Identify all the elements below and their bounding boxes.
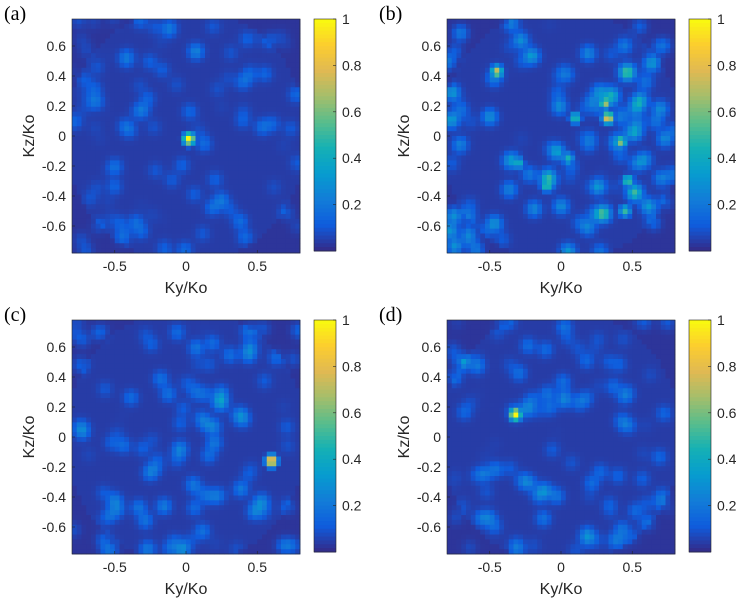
colorbar-tick-label: 0.6 <box>342 405 362 421</box>
colorbar-tick-label: 0.8 <box>717 57 737 73</box>
colorbar-tick-label: 1 <box>342 11 350 27</box>
x-tick-label: -0.5 <box>103 559 127 575</box>
y-tick-label: 0.4 <box>47 68 67 84</box>
heatmap-svg: -0.5 0 0.5 0.6 0.4 0.2 0 -0.2 -0.4 -0.6 Ky/Ko Kz/Ko… <box>379 304 737 598</box>
colorbar: 1 0.8 0.6 0.4 0.2 <box>688 11 737 252</box>
heatmap-cells <box>447 19 676 254</box>
x-axis-label: Ky/Ko <box>165 280 208 297</box>
x-tick-label: 0.5 <box>248 559 268 575</box>
x-tick-label: 0.5 <box>623 559 643 575</box>
y-tick-label: 0.6 <box>422 339 442 355</box>
x-tick-label: 0.5 <box>248 258 268 274</box>
heatmap-cells <box>72 320 301 555</box>
colorbar-tick-label: 1 <box>342 312 350 328</box>
y-tick-label: -0.6 <box>417 218 441 234</box>
colorbar-tick-label: 0.4 <box>342 451 362 467</box>
colorbar-tick-label: 0.2 <box>342 498 362 514</box>
colorbar-tick-label: 0.6 <box>717 405 737 421</box>
y-tick-label: 0 <box>58 128 66 144</box>
panel-label: (a) <box>4 3 26 25</box>
y-tick-label: 0 <box>58 429 66 445</box>
x-axis-label: Ky/Ko <box>165 581 208 598</box>
heatmap-cells <box>72 19 301 254</box>
colorbar-tick-label: 1 <box>717 312 725 328</box>
x-tick-label: 0.5 <box>623 258 643 274</box>
heatmap-svg: -0.5 0 0.5 0.6 0.4 0.2 0 -0.2 -0.4 -0.6 Ky/Ko Kz/Ko… <box>4 3 362 297</box>
colorbar-tick-label: 0.2 <box>717 197 737 213</box>
y-tick-label: -0.2 <box>417 158 441 174</box>
heatmap-svg: -0.5 0 0.5 0.6 0.4 0.2 0 -0.2 -0.4 -0.6 Ky/Ko Kz/Ko… <box>4 304 362 598</box>
colorbar-tick-label: 0.6 <box>342 104 362 120</box>
x-axis-label: Ky/Ko <box>540 280 583 297</box>
colorbar-tick-label: 0.8 <box>342 57 362 73</box>
panel-a: -0.5 0 0.5 0.6 0.4 0.2 0 -0.2 -0.4 -0.6 Ky/Ko Kz/Ko… <box>0 0 374 301</box>
y-axis-label: Kz/Ko <box>21 416 38 459</box>
x-tick-label: 0 <box>182 559 190 575</box>
y-tick-label: 0.4 <box>47 369 67 385</box>
panel-label: (d) <box>379 304 402 326</box>
y-tick-label: 0.6 <box>47 339 67 355</box>
x-tick-label: -0.5 <box>103 258 127 274</box>
y-tick-label: 0.2 <box>47 98 67 114</box>
y-tick-label: 0.2 <box>422 399 442 415</box>
y-tick-label: 0.6 <box>422 38 442 54</box>
panel-label: (c) <box>4 304 26 326</box>
y-tick-label: -0.2 <box>417 459 441 475</box>
y-tick-label: 0.2 <box>47 399 67 415</box>
x-tick-label: 0 <box>182 258 190 274</box>
y-tick-label: -0.4 <box>42 188 66 204</box>
colorbar-tick-label: 0.4 <box>717 451 737 467</box>
y-axis-label: Kz/Ko <box>396 416 413 459</box>
y-tick-label: -0.4 <box>42 489 66 505</box>
colorbar-tick-label: 0.2 <box>342 197 362 213</box>
y-tick-label: -0.6 <box>417 519 441 535</box>
colorbar-tick-label: 0.8 <box>342 358 362 374</box>
y-tick-label: 0.4 <box>422 68 442 84</box>
y-tick-label: 0 <box>433 128 441 144</box>
panel-label: (b) <box>379 3 402 25</box>
colorbar-tick-label: 0.2 <box>717 498 737 514</box>
x-tick-label: 0 <box>557 258 565 274</box>
y-tick-label: -0.2 <box>42 158 66 174</box>
colorbar-tick-label: 0.4 <box>717 150 737 166</box>
y-axis-label: Kz/Ko <box>21 115 38 158</box>
x-tick-label: -0.5 <box>478 258 502 274</box>
panel-d: -0.5 0 0.5 0.6 0.4 0.2 0 -0.2 -0.4 -0.6 Ky/Ko Kz/Ko… <box>375 301 749 602</box>
colorbar: 1 0.8 0.6 0.4 0.2 <box>313 11 362 252</box>
x-tick-label: 0 <box>557 559 565 575</box>
colorbar-tick-label: 0.8 <box>717 358 737 374</box>
heatmap-cells <box>447 320 676 555</box>
y-tick-label: 0.6 <box>47 38 67 54</box>
y-tick-label: 0.2 <box>422 98 442 114</box>
colorbar-tick-label: 0.6 <box>717 104 737 120</box>
colorbar: 1 0.8 0.6 0.4 0.2 <box>313 312 362 553</box>
y-tick-label: 0.4 <box>422 369 442 385</box>
x-axis-label: Ky/Ko <box>540 581 583 598</box>
colorbar-tick-label: 1 <box>717 11 725 27</box>
y-axis-label: Kz/Ko <box>396 115 413 158</box>
y-tick-label: 0 <box>433 429 441 445</box>
panel-c: -0.5 0 0.5 0.6 0.4 0.2 0 -0.2 -0.4 -0.6 Ky/Ko Kz/Ko… <box>0 301 374 602</box>
x-tick-label: -0.5 <box>478 559 502 575</box>
heatmap-svg: -0.5 0 0.5 0.6 0.4 0.2 0 -0.2 -0.4 -0.6 Ky/Ko Kz/Ko… <box>379 3 737 297</box>
y-tick-label: -0.4 <box>417 188 441 204</box>
y-tick-label: -0.2 <box>42 459 66 475</box>
colorbar-tick-label: 0.4 <box>342 150 362 166</box>
y-tick-label: -0.6 <box>42 519 66 535</box>
colorbar: 1 0.8 0.6 0.4 0.2 <box>688 312 737 553</box>
panel-b: -0.5 0 0.5 0.6 0.4 0.2 0 -0.2 -0.4 -0.6 Ky/Ko Kz/Ko… <box>375 0 749 301</box>
y-tick-label: -0.4 <box>417 489 441 505</box>
y-tick-label: -0.6 <box>42 218 66 234</box>
